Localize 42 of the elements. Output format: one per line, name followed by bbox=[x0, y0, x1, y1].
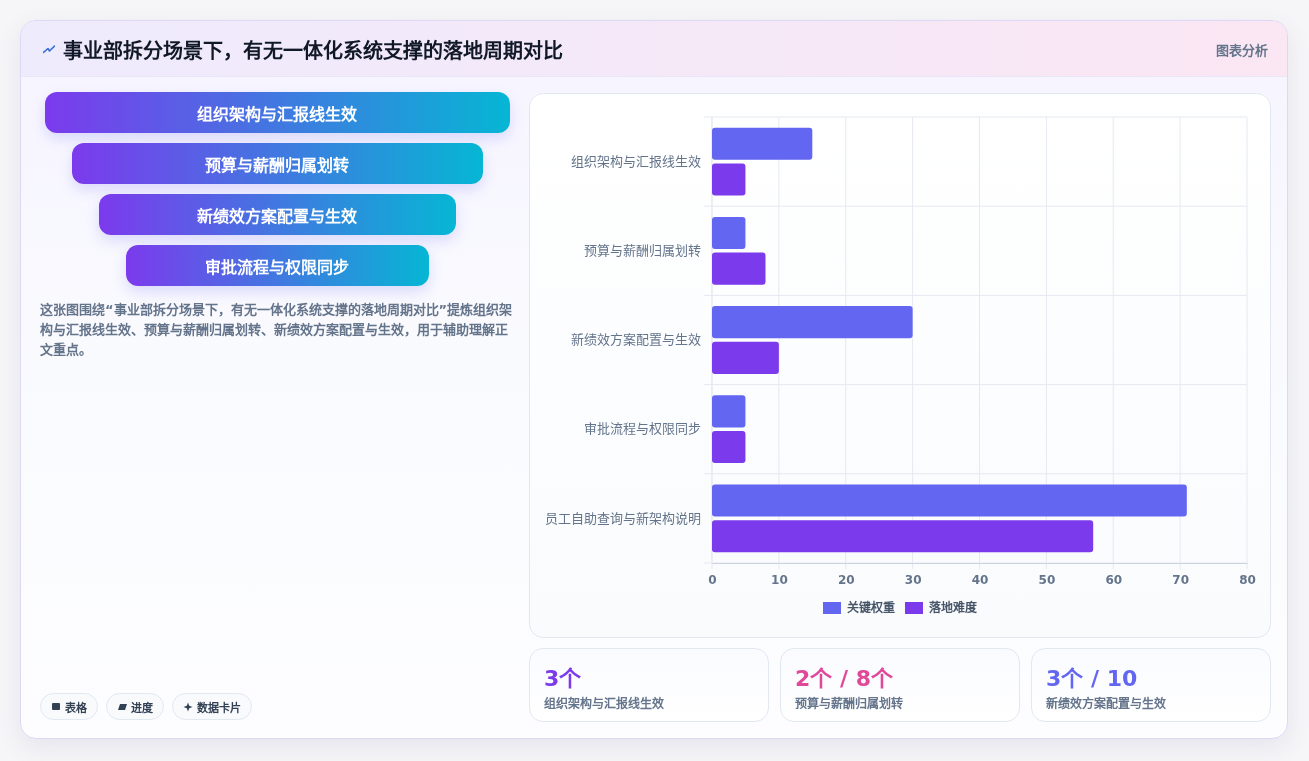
x-tick-label: 70 bbox=[1172, 572, 1189, 587]
bar bbox=[712, 484, 1187, 517]
x-tick-label: 50 bbox=[1038, 572, 1056, 587]
category-label: 组织架构与汇报线生效 bbox=[544, 695, 664, 711]
x-tick-label: 60 bbox=[1105, 572, 1123, 587]
text: 数据卡片 bbox=[197, 700, 241, 715]
legend-label: 落地难度 bbox=[929, 600, 978, 615]
x-tick-label: 80 bbox=[1239, 572, 1256, 587]
category-label: 预算与薪酬归属划转 bbox=[205, 154, 349, 176]
category-label: 预算与薪酬归属划转 bbox=[795, 695, 903, 711]
category-label: 新绩效方案配置与生效 bbox=[1046, 695, 1166, 711]
text: 3个 / 10 bbox=[1046, 666, 1138, 691]
bar bbox=[712, 520, 1094, 553]
text: 表格 bbox=[65, 700, 87, 715]
text: 2个 / 8个 bbox=[795, 666, 893, 691]
category-label: 组织架构与汇报线生效 bbox=[197, 103, 357, 125]
text: 图表分析 bbox=[1216, 43, 1268, 58]
y-tick-label: 审批流程与权限同步 bbox=[584, 421, 701, 437]
x-tick-label: 30 bbox=[904, 572, 922, 587]
x-tick-label: 20 bbox=[837, 572, 855, 587]
y-tick-label: 组织架构与汇报线生效 bbox=[571, 153, 701, 169]
category-label: 新绩效方案配置与生效 bbox=[197, 205, 357, 227]
bar bbox=[712, 430, 746, 464]
y-tick-label: 预算与薪酬归属划转 bbox=[584, 242, 701, 258]
bar bbox=[712, 163, 746, 196]
bar bbox=[712, 252, 766, 285]
text: 事业部拆分场景下，有无一体化系统支撑的落地周期对比 bbox=[63, 38, 563, 64]
text: 这张图围绕“事业部拆分场景下，有无一体化系统支撑的落地周期对比”提炼组织架构与汇报线生效、预算与薪酬归属划转、新绩效方案配置与生效，用于辅助理解正文重点。 bbox=[40, 301, 514, 359]
x-tick-label: 0 bbox=[708, 572, 717, 587]
bar bbox=[712, 395, 746, 428]
y-tick-label: 新绩效方案配置与生效 bbox=[571, 332, 701, 348]
bar bbox=[712, 127, 813, 160]
text: 进度 bbox=[131, 700, 153, 715]
y-tick-label: 员工自助查询与新架构说明 bbox=[545, 510, 701, 526]
category-label: 审批流程与权限同步 bbox=[205, 256, 349, 278]
legend-label: 关键权重 bbox=[847, 600, 895, 615]
bar bbox=[712, 341, 779, 374]
text: 3个 bbox=[544, 666, 582, 691]
bar bbox=[712, 306, 913, 339]
x-tick-label: 40 bbox=[971, 572, 989, 587]
bar bbox=[712, 216, 746, 250]
x-tick-label: 10 bbox=[771, 572, 788, 587]
